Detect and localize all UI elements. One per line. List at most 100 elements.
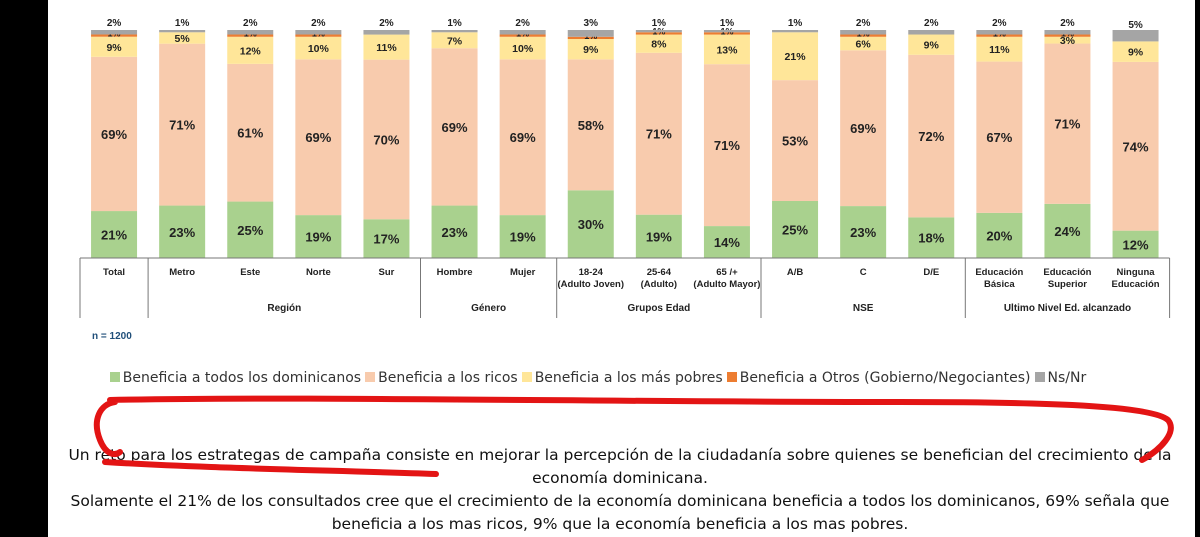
bar-segment [1044, 203, 1091, 258]
bar-segment [772, 80, 819, 201]
data-label: 14% [714, 235, 740, 250]
data-label: 1% [788, 18, 803, 29]
data-label: 9% [106, 42, 122, 54]
bar-segment [499, 215, 546, 258]
legend-item: Beneficia a los más pobres [521, 370, 723, 386]
category-label: Hombre [437, 267, 473, 278]
bar-segment [295, 34, 342, 37]
bar-segment [703, 30, 750, 33]
data-label: 2% [992, 18, 1007, 29]
data-label: 58% [578, 118, 604, 133]
bar-segment [295, 59, 342, 216]
data-label: 11% [989, 44, 1010, 56]
legend-swatch [109, 372, 120, 382]
data-label: 53% [782, 134, 808, 149]
data-label: 3% [1060, 35, 1076, 47]
data-label: 13% [716, 44, 738, 56]
category-label: Norte [306, 267, 331, 278]
category-label: 65 /+ (Adulto Mayor) [693, 267, 760, 290]
bar-segment [908, 54, 955, 218]
bar-segment [772, 30, 819, 33]
legend-item: Beneficia a Otros (Gobierno/Negociantes) [726, 370, 1031, 386]
legend-swatch [521, 372, 532, 382]
legend-label: Beneficia a Otros (Gobierno/Negociantes) [739, 370, 1031, 386]
data-label: 1% [175, 18, 190, 29]
data-label: 20% [986, 228, 1012, 243]
highlighted-statement: Un reto para los estrategas de campaña c… [68, 446, 1172, 487]
bar-segment [431, 32, 478, 49]
data-label: 70% [373, 132, 399, 147]
bar-segment [1044, 30, 1091, 35]
bar-segment [567, 190, 614, 258]
bar-segment [295, 215, 342, 258]
legend-label: Beneficia a todos los dominicanos [122, 370, 362, 386]
legend-item: Ns/Nr [1034, 370, 1087, 386]
category-label: Educación Superior [1043, 267, 1091, 290]
bar-segment [363, 30, 410, 35]
bar-segment [635, 52, 682, 215]
bar-segment [1112, 61, 1159, 231]
bar-segment [840, 30, 887, 35]
data-label: 2% [311, 18, 326, 29]
stacked-bar-chart: 21% 69% 9% 1% 2% 23% 71% 5% 1% 25% 61% 12% 1% 2% 19% 69… [79, 18, 1171, 318]
bar-segment [703, 34, 750, 65]
data-label: 9% [1128, 47, 1144, 59]
bar-segment [363, 34, 410, 60]
data-label: 2% [924, 18, 939, 29]
data-label: 2% [379, 18, 394, 29]
bar-segment [227, 34, 274, 37]
bar-segment [431, 30, 478, 33]
data-label: 7% [447, 35, 463, 47]
data-label: 19% [305, 230, 331, 245]
category-label: Total [103, 267, 125, 278]
category-label: 25-64 (Adulto) [641, 267, 677, 290]
category-label: Sur [379, 267, 395, 278]
legend-swatch [365, 372, 376, 382]
bar-segment [567, 36, 614, 40]
chart-legend: Beneficia a todos los dominicanos Benefic… [0, 370, 1200, 386]
bar-segment [976, 34, 1023, 37]
data-label: 2% [856, 18, 871, 29]
data-label: 9% [924, 40, 940, 52]
legend-swatch [1034, 372, 1045, 382]
category-label: Metro [169, 267, 195, 278]
data-label: 61% [237, 126, 263, 141]
data-label: 25% [237, 223, 263, 238]
bar-segment [772, 32, 819, 81]
category-label: C [860, 267, 867, 278]
data-label: 2% [515, 18, 530, 29]
data-label: 69% [510, 130, 536, 145]
legend-item: Beneficia a todos los dominicanos [109, 370, 362, 386]
bar-segment [567, 59, 614, 191]
data-label: 2% [107, 18, 122, 29]
data-label: 23% [850, 225, 876, 240]
legend-label: Beneficia a los más pobres [534, 370, 723, 386]
group-label: Grupos Edad [627, 303, 690, 314]
bar-segment [976, 36, 1023, 62]
bar-segment [227, 36, 274, 64]
bar-segment [908, 217, 955, 258]
bar-segment [635, 34, 682, 53]
data-label: 71% [714, 138, 740, 153]
data-label: 25% [782, 223, 808, 238]
data-label: 30% [578, 217, 604, 232]
category-label: D/E [923, 267, 939, 278]
data-label: 18% [918, 231, 944, 246]
legend-label: Ns/Nr [1047, 370, 1087, 386]
bar-segment [159, 30, 206, 33]
bar-segment [703, 32, 750, 35]
data-label: 3% [584, 18, 599, 29]
bar-segment [159, 205, 206, 258]
data-label: 1% [720, 18, 735, 29]
data-label: 69% [305, 130, 331, 145]
group-label: NSE [853, 303, 874, 314]
category-label: 18-24 (Adulto Joven) [558, 267, 625, 290]
bar-segment [499, 59, 546, 216]
bar-segment [976, 212, 1023, 258]
bar-segment [227, 63, 274, 202]
legend-item: Beneficia a los ricos [365, 370, 518, 386]
bar-segment [1112, 41, 1159, 62]
data-label: 8% [651, 39, 667, 51]
data-label: 21% [101, 228, 127, 243]
bar-segment [976, 30, 1023, 35]
